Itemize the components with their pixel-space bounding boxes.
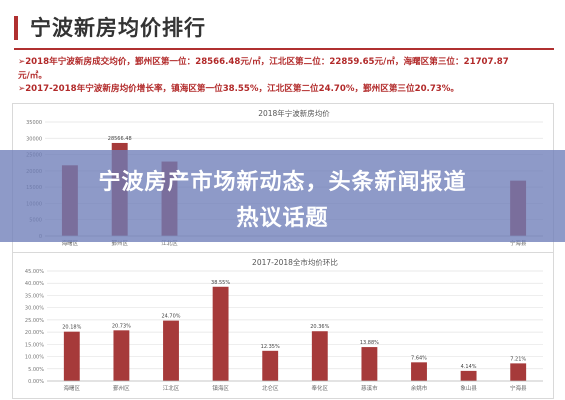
title-underline: [14, 48, 554, 50]
chart-price-growth: 2017-2018全市均价环比 0.00% 5.00% 10.00% 15.00% 20.…: [12, 252, 554, 399]
x-tick-label: 奉化区: [312, 384, 329, 392]
note-line: ➢2018年宁波新房成交均价，鄞州区第一位：28566.48元/㎡，江北区第二位…: [18, 57, 509, 67]
notes-block: ➢2018年宁波新房成交均价，鄞州区第一位：28566.48元/㎡，江北区第二位…: [18, 56, 558, 97]
bar: [460, 370, 477, 381]
data-label: 38.55%: [211, 280, 230, 286]
data-label: 7.21%: [510, 356, 526, 362]
x-tick-label: 镇海区: [212, 384, 229, 392]
y-tick-label: 5.00%: [28, 367, 44, 373]
x-tick-label: 余姚市: [411, 384, 428, 392]
chart-svg-bottom: 2017-2018全市均价环比 0.00% 5.00% 10.00% 15.00% 20.…: [25, 257, 543, 392]
banner-line-2: 热议话题: [236, 206, 329, 231]
x-tick-label: 江北区: [161, 239, 178, 247]
y-tick-label: 45.00%: [25, 269, 44, 275]
x-tick-label: 海曙区: [64, 384, 81, 392]
x-tick-label: 慈溪市: [361, 384, 378, 392]
chart-title: 2017-2018全市均价环比: [252, 257, 338, 267]
note-line: ➢2017-2018年宁波新房均价增长率，镇海区第一位38.55%，江北区第二位…: [18, 84, 459, 94]
bar: [63, 331, 80, 381]
data-label: 20.73%: [112, 323, 131, 329]
x-tick-label: 宁海县: [510, 239, 527, 247]
page-title: 宁波新房均价排行: [30, 16, 206, 40]
bar: [113, 330, 130, 381]
bar: [361, 347, 378, 381]
y-tick-label: 30000: [26, 136, 42, 142]
y-tick-label: 30.00%: [25, 306, 44, 312]
y-tick-label: 20.00%: [25, 330, 44, 336]
bar: [212, 286, 229, 381]
y-tick-label: 35.00%: [25, 293, 44, 299]
x-tick-label: 海曙区: [62, 239, 79, 247]
data-label: 7.64%: [411, 355, 427, 361]
headline-banner: 宁波房产市场新动态，头条新闻报道 热议话题: [0, 150, 565, 242]
y-tick-label: 15.00%: [25, 342, 44, 348]
bar: [411, 362, 427, 381]
x-tick-label: 鄞州区: [113, 384, 130, 392]
y-tick-label: 35000: [26, 120, 42, 126]
data-label: 4.14%: [461, 364, 477, 370]
x-tick-label: 北仑区: [262, 384, 279, 392]
note-line: 元/㎡。: [18, 70, 47, 81]
y-tick-label: 0.00%: [28, 379, 44, 385]
x-tick-label: 鄞州区: [111, 239, 128, 247]
data-label: 20.18%: [62, 325, 81, 331]
x-tick-label: 江北区: [163, 384, 180, 392]
title-accent-bar: [14, 16, 18, 40]
y-tick-label: 10.00%: [25, 355, 44, 361]
data-label: 28566.48: [108, 136, 132, 142]
bar: [163, 320, 179, 381]
bar: [262, 350, 279, 381]
bar: [510, 363, 527, 381]
data-label: 12.35%: [261, 344, 280, 350]
data-label: 20.36%: [310, 324, 329, 330]
data-label: 24.70%: [161, 314, 180, 320]
bar: [311, 331, 328, 381]
x-tick-label: 宁海县: [510, 384, 527, 392]
header: 宁波新房均价排行: [0, 0, 565, 52]
banner-line-1: 宁波房产市场新动态，头条新闻报道: [98, 170, 467, 195]
x-tick-label: 象山县: [460, 384, 477, 392]
y-tick-label: 40.00%: [25, 281, 44, 287]
chart-title: 2018年宁波新房均价: [258, 108, 330, 118]
y-tick-label: 25.00%: [25, 318, 44, 324]
data-label: 13.88%: [360, 340, 379, 346]
